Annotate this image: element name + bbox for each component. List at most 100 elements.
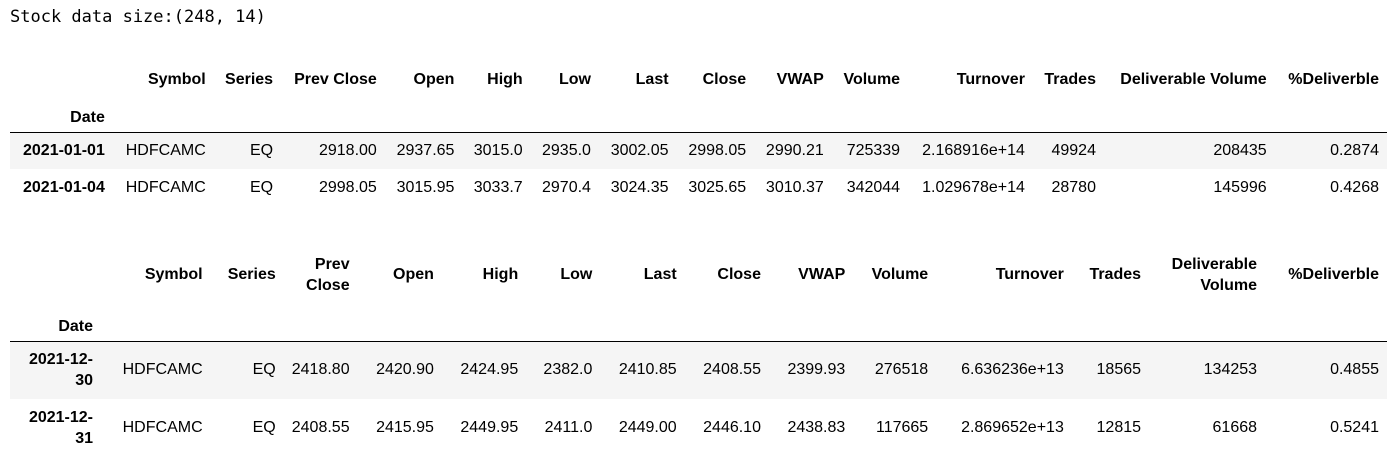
- cell: 2411.0: [544, 419, 593, 436]
- cell: 725339: [846, 141, 901, 159]
- cell: 3002.05: [610, 141, 669, 159]
- cell: 2.168916e+14: [922, 141, 1025, 159]
- col-header-trades: Trades: [1044, 71, 1096, 88]
- col-header-prev-close: Prev Close: [294, 71, 377, 88]
- col-header-volume: Volume: [871, 266, 929, 283]
- cell: 0.5241: [1330, 419, 1379, 436]
- cell: 1.029678e+14: [922, 178, 1025, 196]
- col-header-symbol: Symbol: [147, 71, 206, 88]
- col-header-high: High: [482, 266, 519, 283]
- row-index-date: 2021-12-30: [28, 351, 93, 390]
- dataframe-head-table: Symbol Series Prev Close Open High Low L…: [10, 58, 1387, 206]
- col-header-open: Open: [413, 71, 455, 88]
- index-header-blank: [10, 58, 113, 102]
- col-header-low: Low: [560, 266, 593, 283]
- cell: 0.4268: [1330, 178, 1379, 196]
- cell: 2438.83: [787, 419, 846, 436]
- cell: 2446.10: [703, 419, 761, 436]
- cell: 3015.0: [473, 141, 523, 159]
- col-header-turnover: Turnover: [995, 266, 1064, 283]
- cell: 2937.65: [396, 141, 455, 159]
- cell: HDFCAMC: [122, 361, 203, 379]
- table-row: 2021-01-04 HDFCAMC EQ 2998.05 3015.95 30…: [10, 169, 1387, 206]
- col-header-vwap: VWAP: [776, 71, 824, 88]
- cell: 2449.00: [618, 419, 677, 436]
- cell: 145996: [1213, 178, 1267, 196]
- cell: 3010.37: [765, 178, 824, 196]
- cell: 2410.85: [618, 361, 677, 379]
- cell: 61668: [1212, 419, 1258, 436]
- col-header-last: Last: [643, 266, 677, 283]
- cell: 6.636236e+13: [961, 361, 1064, 379]
- table-row: 2021-12-30 HDFCAMC EQ 2418.80 2420.90 24…: [10, 341, 1387, 399]
- index-header-row: Date: [10, 102, 1387, 133]
- cell: 2970.4: [542, 178, 591, 196]
- col-header-close: Close: [717, 266, 761, 283]
- output-text: Stock data size:(248, 14): [10, 7, 266, 27]
- cell: 2449.95: [460, 419, 519, 436]
- col-header-deliverable-volume: Deliverable Volume: [1120, 71, 1267, 88]
- col-header-volume: Volume: [843, 71, 901, 88]
- cell: EQ: [249, 178, 274, 196]
- cell: 2399.93: [787, 361, 846, 379]
- col-header-symbol: Symbol: [144, 266, 203, 283]
- cell: 342044: [846, 178, 901, 196]
- cell: 49924: [1051, 141, 1096, 159]
- col-header-open: Open: [393, 266, 434, 283]
- cell: 134253: [1203, 361, 1258, 379]
- cell: 28780: [1051, 178, 1096, 196]
- cell: 18565: [1096, 361, 1142, 379]
- col-header-high: High: [487, 71, 523, 88]
- cell: 2998.05: [688, 141, 747, 159]
- cell: 2424.95: [460, 361, 519, 379]
- cell: 3024.35: [610, 178, 669, 196]
- cell: 2418.80: [291, 361, 350, 379]
- cell: 3025.65: [688, 178, 747, 196]
- cell: 2990.21: [765, 141, 824, 159]
- cell: 0.4855: [1330, 361, 1379, 379]
- col-header-pct-deliverable: %Deliverble: [1288, 266, 1379, 283]
- index-header-blank: [10, 247, 101, 303]
- column-header-row: Symbol Series Prev Close Open High Low L…: [10, 247, 1387, 303]
- cell: HDFCAMC: [125, 178, 206, 196]
- cell: 2408.55: [291, 419, 350, 436]
- row-index-date: 2021-12-31: [28, 409, 93, 447]
- cell: 208435: [1213, 141, 1267, 159]
- cell: 2.869652e+13: [961, 419, 1064, 436]
- cell: 2918.00: [318, 141, 377, 159]
- cell: 117665: [876, 419, 929, 436]
- index-header-row: Date: [10, 303, 1387, 342]
- col-header-series: Series: [227, 266, 276, 283]
- cell: 12815: [1096, 419, 1142, 436]
- col-header-last: Last: [635, 71, 669, 88]
- col-header-pct-deliverable: %Deliverble: [1288, 71, 1379, 88]
- cell: 0.2874: [1330, 141, 1379, 159]
- table-row: 2021-01-01 HDFCAMC EQ 2918.00 2937.65 30…: [10, 132, 1387, 169]
- col-header-close: Close: [702, 71, 747, 88]
- cell: EQ: [252, 419, 276, 436]
- table-row: 2021-12-31 HDFCAMC EQ 2408.55 2415.95 24…: [10, 399, 1387, 457]
- col-header-trades: Trades: [1089, 266, 1142, 283]
- index-name: Date: [10, 303, 101, 342]
- cell: 3015.95: [396, 178, 455, 196]
- cell: HDFCAMC: [125, 141, 206, 159]
- cell: 2415.95: [376, 419, 434, 436]
- cell: HDFCAMC: [122, 419, 203, 436]
- row-index-date: 2021-01-04: [23, 178, 105, 196]
- col-header-turnover: Turnover: [956, 71, 1025, 88]
- cell: 2998.05: [318, 178, 377, 196]
- cell: 2935.0: [542, 141, 591, 159]
- col-header-deliverable-volume: Deliverable Volume: [1171, 256, 1258, 294]
- cell: 3033.7: [473, 178, 523, 196]
- col-header-low: Low: [558, 71, 591, 88]
- col-header-series: Series: [225, 71, 274, 88]
- cell: 2408.55: [703, 361, 761, 379]
- row-index-date: 2021-01-01: [23, 141, 105, 159]
- index-name: Date: [10, 102, 113, 133]
- col-header-prev-close: Prev Close: [306, 256, 350, 294]
- column-header-row: Symbol Series Prev Close Open High Low L…: [10, 58, 1387, 102]
- dataframe-tail-table: Symbol Series Prev Close Open High Low L…: [10, 247, 1387, 457]
- cell: EQ: [249, 141, 274, 159]
- cell: EQ: [252, 361, 276, 379]
- cell: 2382.0: [543, 361, 593, 379]
